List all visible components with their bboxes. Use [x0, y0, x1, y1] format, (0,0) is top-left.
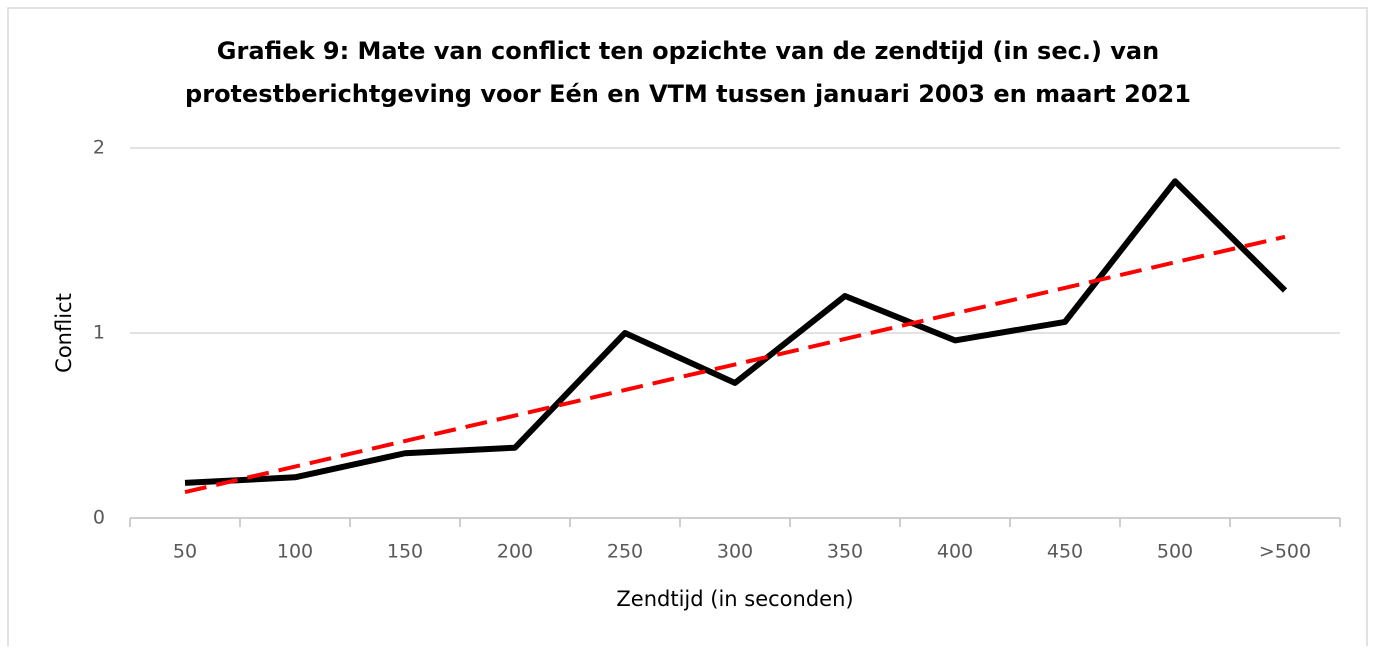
chart-title: Grafiek 9: Mate van conflict ten opzicht…	[217, 37, 1159, 65]
y-tick-label: 0	[93, 507, 105, 529]
x-tick-label: 450	[1047, 541, 1083, 563]
x-tick-label: 200	[497, 541, 533, 563]
x-tick-label: 50	[173, 541, 197, 563]
line-series	[184, 178, 1288, 486]
trendline	[184, 234, 1286, 495]
x-axis-title: Zendtijd (in seconden)	[616, 587, 853, 611]
x-tick-label: 500	[1157, 541, 1193, 563]
x-tick-label: 100	[277, 541, 313, 563]
chart-title: protestberichtgeving voor Eén en VTM tus…	[185, 80, 1191, 108]
x-tick-label: 300	[717, 541, 753, 563]
x-tick-label: 250	[607, 541, 643, 563]
y-axis-title: Conflict	[52, 293, 76, 373]
x-tick-label: 150	[387, 541, 423, 563]
y-tick-label: 1	[93, 322, 105, 344]
y-tick-label: 2	[93, 137, 105, 159]
x-tick-label: >500	[1259, 541, 1311, 563]
x-tick-label: 400	[937, 541, 973, 563]
chart-border	[7, 7, 1368, 650]
x-tick-label: 350	[827, 541, 863, 563]
